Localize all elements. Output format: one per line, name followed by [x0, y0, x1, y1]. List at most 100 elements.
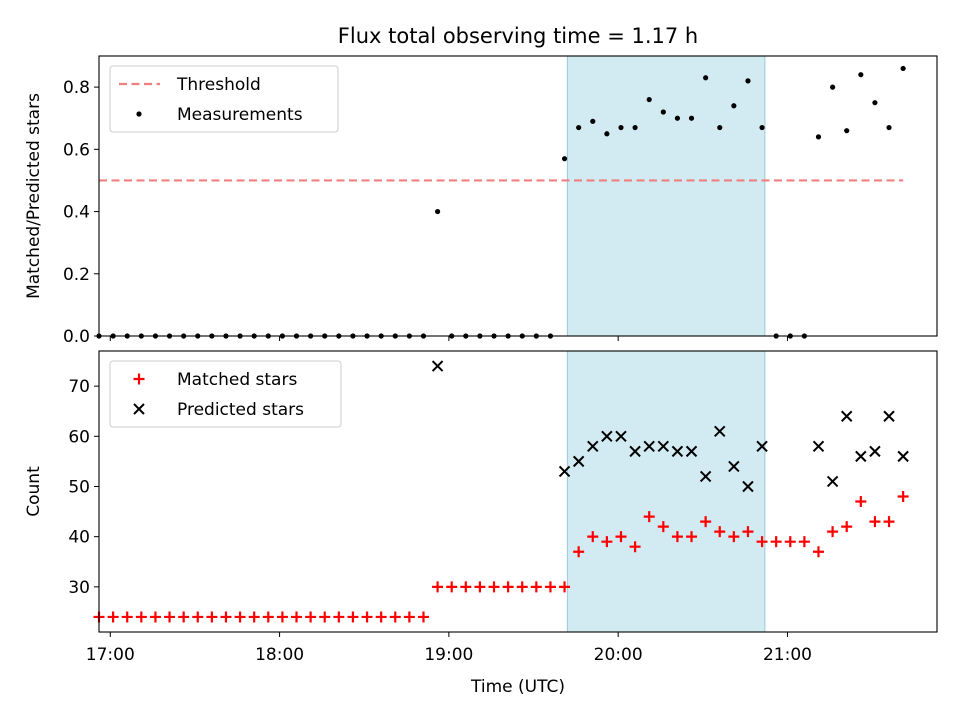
measurement-point — [872, 100, 878, 106]
y-tick-label: 0.2 — [63, 265, 90, 285]
predicted-point — [728, 460, 740, 473]
predicted-point — [601, 430, 613, 443]
matched-point — [375, 611, 387, 623]
predicted-point — [643, 440, 655, 453]
matched-point — [742, 526, 754, 538]
measurement-point — [660, 109, 666, 115]
measurement-point — [830, 84, 836, 90]
predicted-point — [685, 445, 698, 458]
predicted-point — [897, 450, 909, 463]
matched-point — [149, 611, 161, 623]
predicted-point — [657, 440, 670, 453]
matched-point — [812, 546, 824, 558]
x-tick-label: 18:00 — [255, 645, 304, 665]
measurement-point — [900, 65, 906, 72]
matched-point — [855, 496, 867, 508]
matched-point — [164, 611, 176, 623]
chart-panels: 0.0 0.2 0.4 0.6 0.8 Matched/Predicted stars Th… — [24, 55, 938, 697]
matched-point — [657, 521, 669, 533]
matched-point — [756, 536, 768, 548]
matched-point — [643, 511, 655, 523]
matched-point — [798, 536, 810, 548]
predicted-point — [826, 475, 839, 488]
matched-point — [234, 611, 246, 623]
matched-point — [686, 531, 698, 543]
matched-point — [728, 531, 740, 543]
legend-label: Threshold — [176, 75, 261, 95]
matched-point — [700, 516, 712, 528]
matched-point — [206, 611, 218, 623]
y-tick-label: 0.4 — [63, 203, 90, 223]
matched-point — [516, 581, 528, 593]
matched-point — [460, 581, 472, 593]
predicted-point — [615, 430, 627, 443]
matched-point — [403, 611, 415, 623]
matched-point — [559, 581, 571, 593]
measurement-point — [815, 134, 822, 140]
matched-point — [897, 491, 909, 503]
predicted-point — [742, 480, 754, 493]
predicted-point — [431, 360, 444, 372]
matched-point — [192, 611, 204, 623]
matched-point — [615, 531, 627, 543]
matched-point — [446, 581, 458, 593]
matched-point — [827, 526, 839, 538]
measurement-point — [434, 208, 441, 215]
measurement-point — [717, 124, 723, 131]
matched-point — [135, 611, 147, 623]
legend-box — [109, 360, 342, 428]
matched-point — [305, 611, 317, 623]
matched-point — [107, 611, 119, 623]
predicted-point — [699, 470, 712, 483]
matched-point — [784, 536, 796, 548]
predicted-point — [629, 445, 641, 458]
y-tick-label: 50 — [68, 477, 90, 497]
y-tick-label: 0.6 — [63, 140, 90, 160]
matched-point — [544, 581, 556, 593]
measurement-point — [858, 72, 864, 78]
matched-point — [573, 546, 585, 558]
measurement-point — [703, 75, 709, 81]
predicted-point — [812, 440, 825, 453]
matched-point — [361, 611, 373, 623]
legend-label: Predicted stars — [177, 400, 304, 420]
matched-point — [883, 516, 895, 528]
matched-point — [178, 611, 190, 623]
matched-point — [601, 536, 613, 548]
series-points — [93, 360, 909, 623]
predicted-point — [883, 410, 895, 422]
matched-point — [291, 611, 303, 623]
matched-point — [262, 611, 274, 623]
y-tick-label: 0.0 — [63, 327, 90, 347]
predicted-point — [869, 445, 881, 458]
matched-point — [714, 526, 726, 538]
matched-point — [319, 611, 331, 623]
panel-ratio: 0.0 0.2 0.4 0.6 0.8 Matched/Predicted stars Th… — [24, 55, 938, 347]
measurement-point — [759, 124, 765, 131]
measurement-point — [590, 118, 596, 124]
series-points — [96, 65, 906, 339]
predicted-point — [587, 440, 599, 453]
legend-predicted-swatch — [133, 403, 145, 415]
measurement-point — [561, 156, 568, 162]
measurement-point — [844, 128, 850, 134]
legend: Matched stars Predicted stars — [109, 360, 342, 428]
matched-point — [220, 611, 232, 623]
chart-title: Flux total observing time = 1.17 h — [338, 24, 698, 48]
matched-point — [417, 611, 429, 623]
predicted-point — [671, 445, 684, 458]
matched-point — [502, 581, 514, 593]
legend-matched-swatch — [133, 373, 145, 385]
measurement-point — [604, 131, 610, 137]
x-tick-label: 19:00 — [424, 645, 473, 665]
matched-point — [841, 521, 853, 533]
matched-point — [488, 581, 500, 593]
matched-point — [869, 516, 881, 528]
y-axis-label: Count — [24, 466, 44, 517]
legend-box — [109, 65, 339, 133]
matched-point — [671, 531, 683, 543]
matched-point — [770, 536, 782, 548]
matched-point — [248, 611, 260, 623]
measurement-point — [646, 96, 652, 103]
